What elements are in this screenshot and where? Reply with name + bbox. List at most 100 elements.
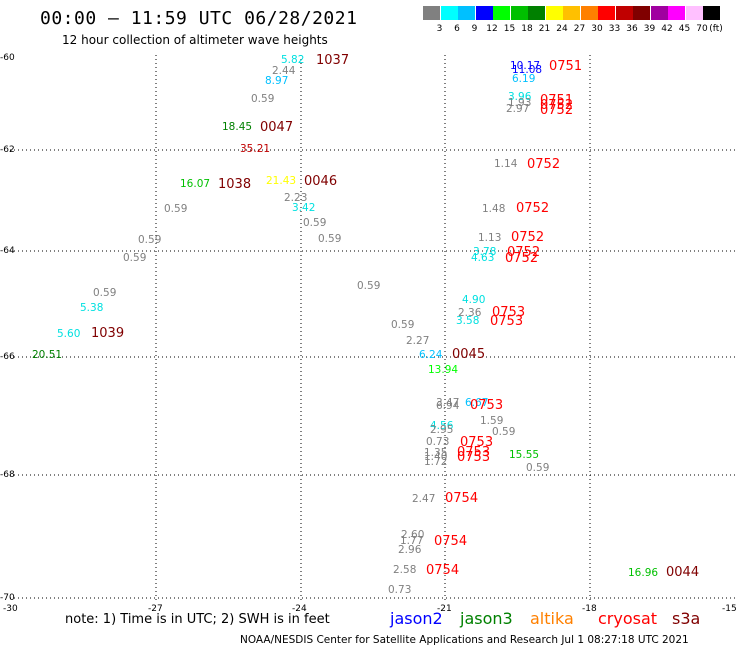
wave-height-value: 2.60: [401, 529, 425, 541]
latitude-label: -62: [0, 145, 15, 155]
wave-height-value: 1.48: [482, 203, 506, 215]
wave-height-value: 0.59: [391, 319, 415, 331]
scale-label: 33: [608, 24, 621, 34]
scale-swatch: [493, 6, 510, 20]
observation-time-label: 0751: [549, 59, 583, 74]
observation-time-label: 0045: [452, 347, 486, 362]
scale-swatch: [563, 6, 580, 20]
wave-height-value: 0.59: [303, 217, 327, 229]
observation-time-label: 0047: [260, 120, 294, 135]
latitude-label: -70: [0, 593, 15, 603]
longitude-label: -21: [437, 604, 452, 614]
scale-swatch: [598, 6, 615, 20]
observation-time-label: 0752: [507, 245, 541, 260]
wave-height-value: 1.59: [480, 415, 504, 427]
scale-swatch: [510, 6, 528, 20]
scale-swatch: [423, 6, 440, 20]
wave-height-value: 1.35: [424, 447, 448, 459]
observation-time-label: 0753: [490, 314, 524, 329]
credit-line: NOAA/NESDIS Center for Satellite Applica…: [240, 634, 689, 646]
scale-label: 12: [486, 24, 498, 34]
longitude-label: -15: [722, 604, 737, 614]
scale-swatch: [440, 6, 458, 20]
longitude-label: -24: [292, 604, 307, 614]
wave-height-value: 15.55: [509, 449, 540, 461]
longitude-label: -18: [582, 604, 597, 614]
longitude-label: -30: [3, 604, 18, 614]
scale-label: 6: [454, 24, 460, 34]
scale-label: 70: [696, 24, 708, 34]
wave-height-value: 16.96: [628, 567, 659, 579]
wave-height-value: 3.58: [456, 315, 480, 327]
latitude-label: -68: [0, 470, 15, 480]
observation-time-label: 0753: [492, 305, 526, 320]
wave-height-value: 11.08: [512, 64, 543, 76]
satellite-legend-item: jason3: [460, 609, 513, 628]
observation-time-label: 0753: [457, 450, 491, 465]
scale-swatch: [615, 6, 633, 20]
scale-label: 30: [591, 24, 603, 34]
wave-height-value: 3.78: [473, 246, 497, 258]
wave-height-value: 2.23: [284, 192, 308, 204]
observation-time-label: 0753: [460, 435, 494, 450]
wave-height-value: 0.59: [93, 287, 117, 299]
wave-height-value: 6.94: [436, 400, 460, 412]
scale-label: 3: [436, 24, 443, 34]
longitude-label: -27: [148, 604, 163, 614]
observation-time-label: 0751: [540, 93, 574, 108]
scale-unit: (ft): [709, 24, 723, 34]
wave-height-value: 2.97: [506, 103, 530, 115]
observation-time-label: 0754: [434, 534, 468, 549]
wave-height-value: 2.95: [430, 424, 454, 436]
observation-time-label: 1038: [218, 177, 252, 192]
observation-time-label: 0752: [516, 201, 550, 216]
wave-height-value: 18.45: [222, 121, 253, 133]
wave-height-value: 1.72: [424, 456, 448, 468]
scale-label: 21: [538, 24, 551, 34]
wave-height-value: 5.60: [57, 328, 81, 340]
wave-height-value: 5.82: [281, 54, 305, 66]
satellite-legend-item: cryosat: [598, 609, 658, 628]
observation-time-label: 0754: [445, 491, 479, 506]
wave-height-value: 8.97: [265, 75, 289, 87]
scale-swatch: [685, 6, 703, 20]
map-title: 00:00 – 11:59 UTC 06/28/2021: [40, 8, 358, 29]
wave-height-value: 16.07: [180, 178, 211, 190]
wave-height-value: 3.47: [436, 397, 460, 409]
scale-swatch: [650, 6, 668, 20]
scale-label: 9: [471, 24, 478, 34]
observation-time-label: 0046: [304, 174, 338, 189]
satellite-legend-item: s3a: [672, 609, 701, 628]
wave-height-value: 13.94: [428, 364, 459, 376]
wave-height-value: 4.56: [430, 420, 454, 432]
wave-height-value: 5.38: [80, 302, 104, 314]
observation-time-label: 0752: [527, 157, 561, 172]
wave-height-value: 21.43: [266, 175, 297, 187]
wave-height-value: 1.93: [508, 97, 532, 109]
scale-swatch: [703, 6, 720, 20]
wave-height-value: 6.24: [419, 349, 443, 361]
observation-time-label: 0754: [426, 563, 460, 578]
observation-time-label: 0753: [457, 445, 491, 460]
wave-height-value: 4.63: [471, 252, 495, 264]
scale-label: 39: [643, 24, 656, 34]
scale-label: 24: [556, 24, 568, 34]
wave-height-value: 0.59: [318, 233, 342, 245]
wave-height-value: 10.17: [510, 60, 541, 72]
wave-height-value: 6.19: [512, 73, 536, 85]
observation-time-label: 0752: [511, 230, 545, 245]
scale-label: 18: [521, 24, 533, 34]
scale-swatch: [475, 6, 493, 20]
wave-height-value: 0.59: [251, 93, 275, 105]
scale-swatch: [633, 6, 650, 20]
wave-height-value: 0.59: [164, 203, 188, 215]
wave-height-value: 3.42: [292, 202, 316, 214]
scale-label: 36: [626, 24, 638, 34]
wave-height-value: 2.27: [406, 335, 430, 347]
wave-height-value: 20.51: [32, 349, 63, 361]
wave-height-value: 1.13: [478, 232, 502, 244]
wave-height-value: 4.90: [462, 294, 486, 306]
wave-height-value: 35.21: [240, 143, 271, 155]
wave-height-value: 2.44: [272, 65, 296, 77]
wave-height-value: 0.59: [526, 462, 550, 474]
